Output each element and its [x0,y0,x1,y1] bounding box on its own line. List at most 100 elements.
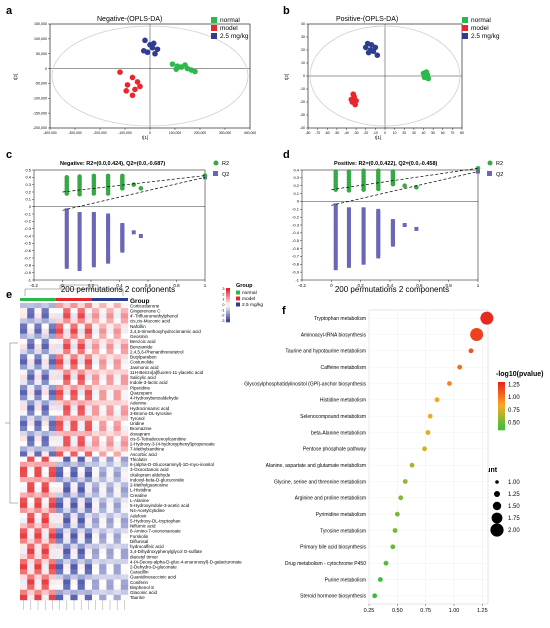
heatmap-cell [34,436,42,442]
heatmap-cell [48,482,57,488]
heatmap-cell [92,364,100,370]
heatmap-cell [99,379,107,386]
heatmap-cell [27,569,35,575]
heatmap-cell [113,349,121,355]
pathway-bubble [377,577,383,582]
heatmap-cell [70,405,78,411]
q2-point [77,219,82,224]
heatmap-row-label: doxapram [130,431,150,436]
heatmap-cell [99,323,107,329]
heatmap-cell [99,533,107,539]
heatmap-cell [77,456,85,462]
heatmap-cell [99,528,107,534]
colorbar-tick-label: 1 [222,298,224,302]
heatmap-cell [56,415,64,421]
heatmap-cell [77,461,85,468]
heatmap-cell [92,528,100,534]
heatmap-cell [34,559,42,565]
heatmap-cell [63,538,71,544]
heatmap-cell [34,538,42,544]
heatmap-cell [56,594,64,601]
legend-swatch [462,33,468,39]
heatmap-cell [56,533,64,539]
heatmap-cell [41,333,49,340]
r2-point [390,181,396,187]
heatmap-cell [77,497,85,503]
heatmap-cell [77,436,85,442]
heatmap-cell [63,333,71,340]
q2-point [106,226,111,231]
heatmap-cell [106,425,114,432]
legend-r2-swatch [487,160,493,166]
heatmap-cell [56,420,64,427]
panel-d-permutation-positive: Positive: R2=(0.0,0.422), Q2=(0.0,-0.458… [292,160,503,294]
heatmap-cell [77,318,85,324]
heatmap-cell [63,518,71,524]
y-tick-label: 0.5 [25,167,31,172]
heatmap-cell [113,553,121,560]
r2-point [138,186,144,191]
pathway-label: Pyrimidine metabolism [316,512,366,518]
heatmap-cell [99,436,107,442]
heatmap-cell [120,518,129,524]
x-tick-label: 40 [422,131,426,135]
panel-c-permutation-negative: Negative: R2=(0.0,0.424), Q2=(0.0,-0.687… [24,160,229,294]
heatmap-cell [63,431,71,437]
heatmap-cell [77,466,85,473]
heatmap-cell [63,354,71,360]
heatmap-cell [70,431,78,437]
heatmap-cell [84,303,93,309]
heatmap-cell [63,466,71,473]
heatmap-cell [34,405,42,411]
q2-point [64,262,69,267]
heatmap-cell [34,446,42,452]
heatmap-cell [41,538,49,544]
heatmap-row-label: cis,cis-Muconic acid [130,319,171,324]
q2-point [91,226,96,231]
color-legend-segment [498,389,505,392]
x-tick-label: 0.75 [420,608,431,614]
heatmap-cell [92,410,100,416]
heatmap-cell [48,379,57,386]
y-tick-label: 0 [303,74,305,78]
heatmap-cell [106,441,114,447]
heatmap-cell [70,461,78,468]
q2-point [77,227,82,232]
heatmap-cell [70,425,78,432]
heatmap-cell [27,487,35,493]
heatmap-cell [34,523,42,529]
heatmap-cell [20,395,28,401]
heatmap-cell [113,436,121,442]
heatmap-cell [27,420,35,427]
heatmap-cell [70,323,78,329]
heatmap-cell [41,564,49,570]
x-tick-label: 50 [431,131,435,135]
y-tick-label: 100,000 [34,37,47,41]
heatmap-cell [56,303,64,309]
size-legend-circle [494,491,500,497]
heatmap-cell [27,405,35,411]
heatmap-cell [106,436,114,442]
heatmap-cell [20,451,28,457]
group-legend-swatch [236,290,240,295]
q2-point [361,207,366,212]
q2-point [361,235,366,240]
q2-point [91,253,96,258]
heatmap-cell [20,374,28,381]
heatmap-cell [41,328,49,334]
heatmap-cell [99,410,107,416]
heatmap-cell [20,543,28,549]
heatmap-cell [20,492,28,498]
color-legend-tick: 1.25 [508,383,520,389]
colorbar-segment [226,299,230,303]
y-tick-label: 0.2 [25,189,31,194]
heatmap-cell [56,461,64,468]
heatmap-cell [84,466,93,473]
heatmap-cell [41,466,49,473]
heatmap-cell [106,405,114,411]
group-legend-label: model [242,296,255,302]
heatmap-cell [27,497,35,503]
heatmap-cell [106,354,114,360]
heatmap-cell [106,589,114,596]
